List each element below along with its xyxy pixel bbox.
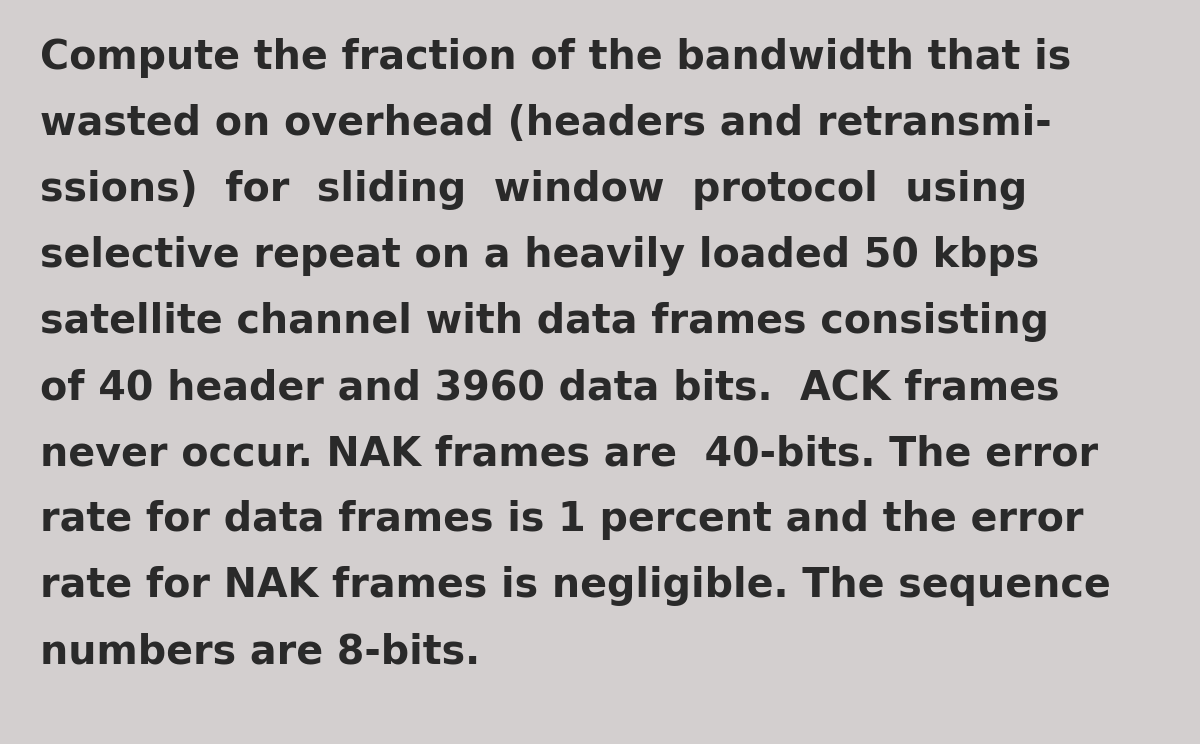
Text: ssions)  for  sliding  window  protocol  using: ssions) for sliding window protocol usin…	[40, 170, 1027, 210]
Text: selective repeat on a heavily loaded 50 kbps: selective repeat on a heavily loaded 50 …	[40, 236, 1039, 276]
Text: satellite channel with data frames consisting: satellite channel with data frames consi…	[40, 302, 1049, 342]
Text: wasted on overhead (headers and retransmi-: wasted on overhead (headers and retransm…	[40, 104, 1051, 144]
Text: never occur. NAK frames are  40-bits. The error: never occur. NAK frames are 40-bits. The…	[40, 434, 1098, 474]
Text: Compute the fraction of the bandwidth that is: Compute the fraction of the bandwidth th…	[40, 38, 1072, 78]
Text: rate for NAK frames is negligible. The sequence: rate for NAK frames is negligible. The s…	[40, 566, 1111, 606]
Text: rate for data frames is 1 percent and the error: rate for data frames is 1 percent and th…	[40, 500, 1084, 540]
Text: numbers are 8-bits.: numbers are 8-bits.	[40, 632, 480, 672]
Text: of 40 header and 3960 data bits.  ACK frames: of 40 header and 3960 data bits. ACK fra…	[40, 368, 1060, 408]
